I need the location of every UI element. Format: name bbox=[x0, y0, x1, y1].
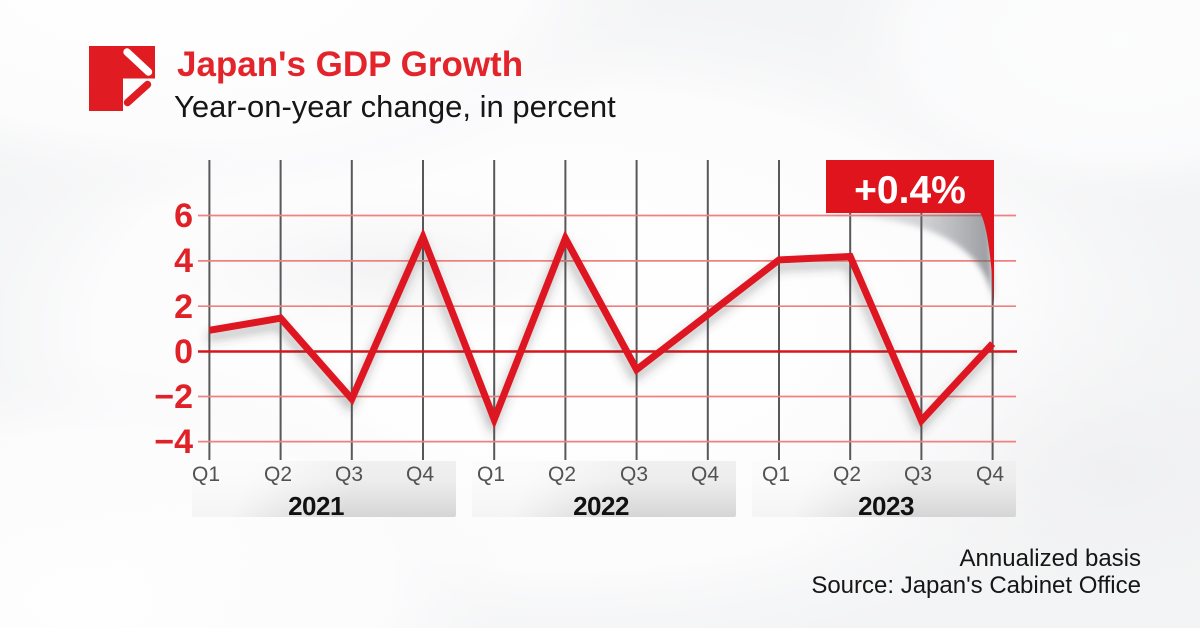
svg-text:+0.4%: +0.4% bbox=[854, 169, 966, 212]
